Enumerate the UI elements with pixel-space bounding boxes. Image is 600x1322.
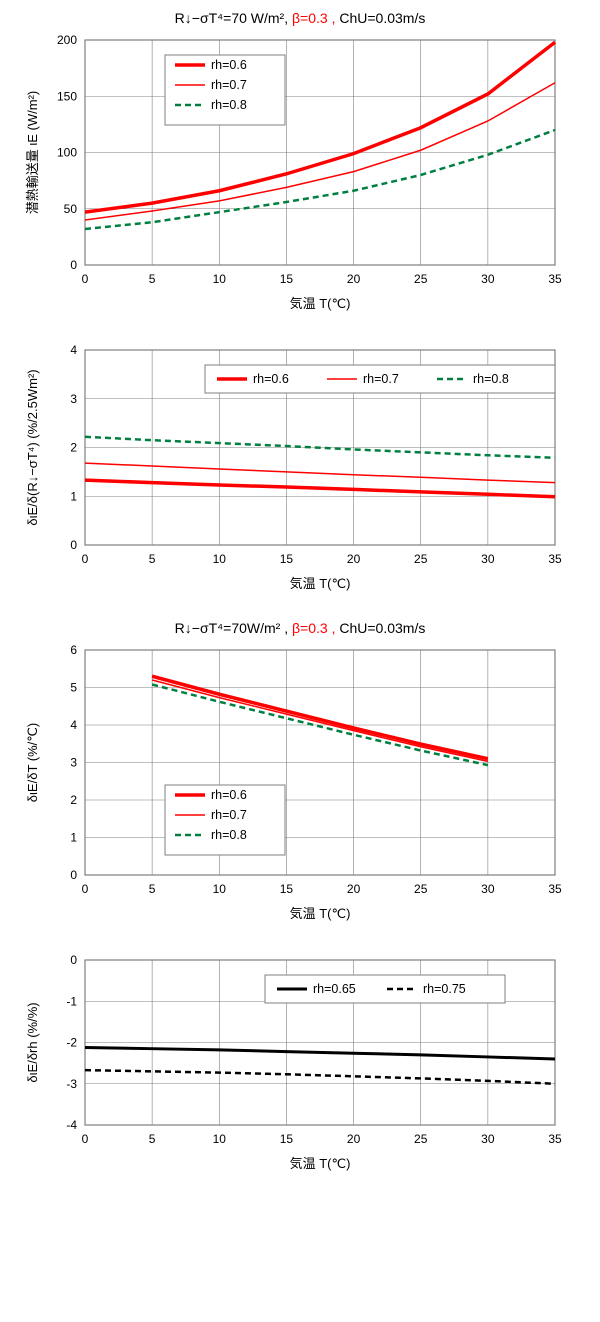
chart-c1: R↓−σT⁴=70 W/m², β=0.3 , ChU=0.03m/s 0 5 10 1… bbox=[10, 10, 590, 320]
y-tick: 1 bbox=[70, 489, 77, 503]
y-tick: 0 bbox=[70, 953, 77, 967]
x-tick: 0 bbox=[82, 882, 89, 896]
x-label: 気温 T(℃) bbox=[290, 296, 351, 311]
y-tick: 2 bbox=[70, 441, 77, 455]
x-tick: 35 bbox=[548, 1132, 562, 1146]
y-label: διE/δrh (%/%) bbox=[25, 1002, 40, 1082]
legend-label: rh=0.65 bbox=[313, 982, 356, 996]
x-tick: 5 bbox=[149, 1132, 156, 1146]
x-tick: 20 bbox=[347, 272, 361, 286]
y-tick: 50 bbox=[64, 202, 78, 216]
chart-c2: 0 5 10 15 20 25 30 35 0 1 2 3 4 気温 T(℃) διE/δ(R↓−σT⁴) … bbox=[10, 340, 590, 600]
legend-label: rh=0.6 bbox=[211, 58, 247, 72]
x-tick: 25 bbox=[414, 1132, 428, 1146]
chart-c3: R↓−σT⁴=70W/m² , β=0.3 , ChU=0.03m/s05101… bbox=[10, 620, 590, 930]
x-tick: 20 bbox=[347, 882, 361, 896]
y-tick: 0 bbox=[70, 258, 77, 272]
x-tick: 0 bbox=[82, 272, 89, 286]
x-tick: 30 bbox=[481, 1132, 495, 1146]
x-tick: 25 bbox=[414, 272, 428, 286]
x-tick: 35 bbox=[548, 882, 562, 896]
legend-label: rh=0.6 bbox=[211, 788, 247, 802]
chart-svg: 0 5 10 15 20 25 30 35 -4 -3 -2 -1 0 気温 T(℃) διE/δrh (%… bbox=[10, 950, 570, 1180]
y-tick: 3 bbox=[70, 392, 77, 406]
y-tick: 100 bbox=[57, 146, 77, 160]
title-part: ChU=0.03m/s bbox=[335, 620, 425, 636]
y-tick: 4 bbox=[70, 718, 77, 732]
legend-label: rh=0.8 bbox=[211, 828, 247, 842]
title-part: β=0.3 , bbox=[288, 10, 335, 26]
y-label: διE/δT (%/℃) bbox=[25, 723, 40, 802]
x-tick: 20 bbox=[347, 1132, 361, 1146]
charts-container: R↓−σT⁴=70 W/m², β=0.3 , ChU=0.03m/s05101… bbox=[10, 10, 590, 1180]
y-tick: 0 bbox=[70, 538, 77, 552]
y-tick: 200 bbox=[57, 33, 77, 47]
y-tick: 6 bbox=[70, 643, 77, 657]
y-tick: 2 bbox=[70, 793, 77, 807]
chart-svg: 0 5 10 15 20 25 30 35 0 1 2 3 4 気温 T(℃) διE/δ(R↓−σT⁴) … bbox=[10, 340, 570, 600]
y-tick: 0 bbox=[70, 868, 77, 882]
title-part: ChU=0.03m/s bbox=[335, 10, 425, 26]
y-tick: -3 bbox=[66, 1077, 77, 1091]
x-tick: 15 bbox=[280, 272, 294, 286]
legend-label: rh=0.8 bbox=[473, 372, 509, 386]
y-tick: 5 bbox=[70, 681, 77, 695]
x-tick: 0 bbox=[82, 552, 89, 566]
legend-label: rh=0.6 bbox=[253, 372, 289, 386]
y-tick: -1 bbox=[66, 994, 77, 1008]
x-tick: 10 bbox=[213, 552, 227, 566]
x-tick: 15 bbox=[280, 552, 294, 566]
legend: rh=0.6 rh=0.7 rh=0.8 bbox=[165, 55, 285, 125]
x-tick: 30 bbox=[481, 552, 495, 566]
x-tick: 25 bbox=[414, 552, 428, 566]
x-tick: 5 bbox=[149, 882, 156, 896]
title-part: β=0.3 , bbox=[288, 620, 335, 636]
x-tick: 35 bbox=[548, 552, 562, 566]
chart-title: R↓−σT⁴=70W/m² , β=0.3 , ChU=0.03m/s bbox=[10, 620, 590, 636]
legend-label: rh=0.7 bbox=[211, 808, 247, 822]
chart-svg: 0 5 10 15 20 25 30 35 0 50 100 150 200 気温 T(℃) 潜熱輸送量 ι… bbox=[10, 30, 570, 320]
y-label: 潜熱輸送量 ιE (W/m²) bbox=[25, 91, 40, 214]
y-label: διE/δ(R↓−σT⁴) (%/2.5Wm²) bbox=[25, 369, 40, 525]
legend-label: rh=0.7 bbox=[211, 78, 247, 92]
chart-title: R↓−σT⁴=70 W/m², β=0.3 , ChU=0.03m/s bbox=[10, 10, 590, 26]
y-tick: 4 bbox=[70, 343, 77, 357]
title-part: R↓−σT⁴=70W/m² , bbox=[175, 620, 288, 636]
x-tick: 5 bbox=[149, 272, 156, 286]
x-tick: 20 bbox=[347, 552, 361, 566]
y-tick: 150 bbox=[57, 89, 77, 103]
x-tick: 5 bbox=[149, 552, 156, 566]
x-label: 気温 T(℃) bbox=[290, 1156, 351, 1171]
x-tick: 35 bbox=[548, 272, 562, 286]
legend-label: rh=0.8 bbox=[211, 98, 247, 112]
y-tick: 1 bbox=[70, 831, 77, 845]
y-tick: -2 bbox=[66, 1036, 77, 1050]
x-tick: 30 bbox=[481, 882, 495, 896]
x-tick: 15 bbox=[280, 1132, 294, 1146]
x-tick: 15 bbox=[280, 882, 294, 896]
x-label: 気温 T(℃) bbox=[290, 906, 351, 921]
title-part: R↓−σT⁴=70 W/m², bbox=[175, 10, 288, 26]
legend: rh=0.65 rh=0.75 bbox=[265, 975, 505, 1003]
x-tick: 10 bbox=[213, 1132, 227, 1146]
chart-svg: 0 5 10 15 20 25 30 35 0 1 2 3 4 5 6 気温 T(℃) διE/δT (%/℃)… bbox=[10, 640, 570, 930]
x-label: 気温 T(℃) bbox=[290, 576, 351, 591]
y-tick: 3 bbox=[70, 756, 77, 770]
chart-c4: 0 5 10 15 20 25 30 35 -4 -3 -2 -1 0 気温 T(℃) διE/δrh (%… bbox=[10, 950, 590, 1180]
x-tick: 30 bbox=[481, 272, 495, 286]
x-tick: 10 bbox=[213, 882, 227, 896]
x-tick: 25 bbox=[414, 882, 428, 896]
legend: rh=0.6 rh=0.7 rh=0.8 bbox=[205, 365, 555, 393]
x-tick: 0 bbox=[82, 1132, 89, 1146]
legend-label: rh=0.7 bbox=[363, 372, 399, 386]
y-tick: -4 bbox=[66, 1118, 77, 1132]
legend-label: rh=0.75 bbox=[423, 982, 466, 996]
legend: rh=0.6 rh=0.7 rh=0.8 bbox=[165, 785, 285, 855]
x-tick: 10 bbox=[213, 272, 227, 286]
